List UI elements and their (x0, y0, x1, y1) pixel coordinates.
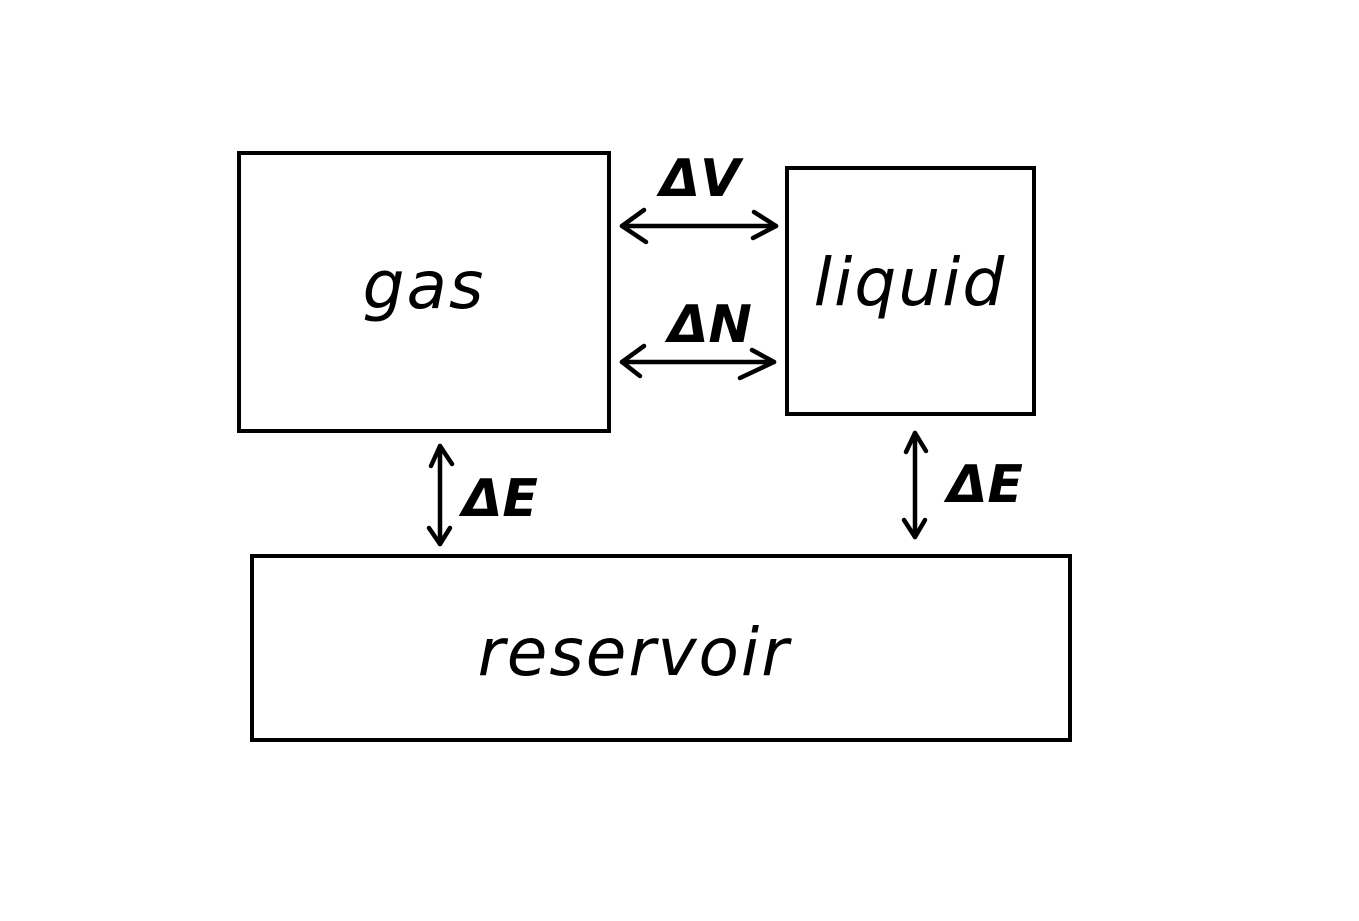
gas-label: gas (363, 247, 486, 324)
volume-exchange-arrow: ΔV (619, 149, 779, 245)
liquid-energy-exchange-label: ΔE (943, 455, 1023, 515)
liquid-box: liquid (785, 166, 1036, 416)
gas-box: gas (237, 151, 611, 433)
reservoir-label: reservoir (478, 614, 793, 691)
liquid-energy-exchange-arrow: ΔE (901, 430, 1023, 540)
liquid-label: liquid (814, 244, 1007, 321)
particle-exchange-label: ΔN (664, 295, 752, 355)
particle-exchange-arrow: ΔN (619, 295, 777, 381)
gas-energy-exchange-arrow: ΔE (426, 443, 538, 547)
gas-energy-exchange-label: ΔE (458, 469, 538, 529)
volume-exchange-label: ΔV (656, 149, 744, 209)
reservoir-box: reservoir (250, 554, 1072, 742)
